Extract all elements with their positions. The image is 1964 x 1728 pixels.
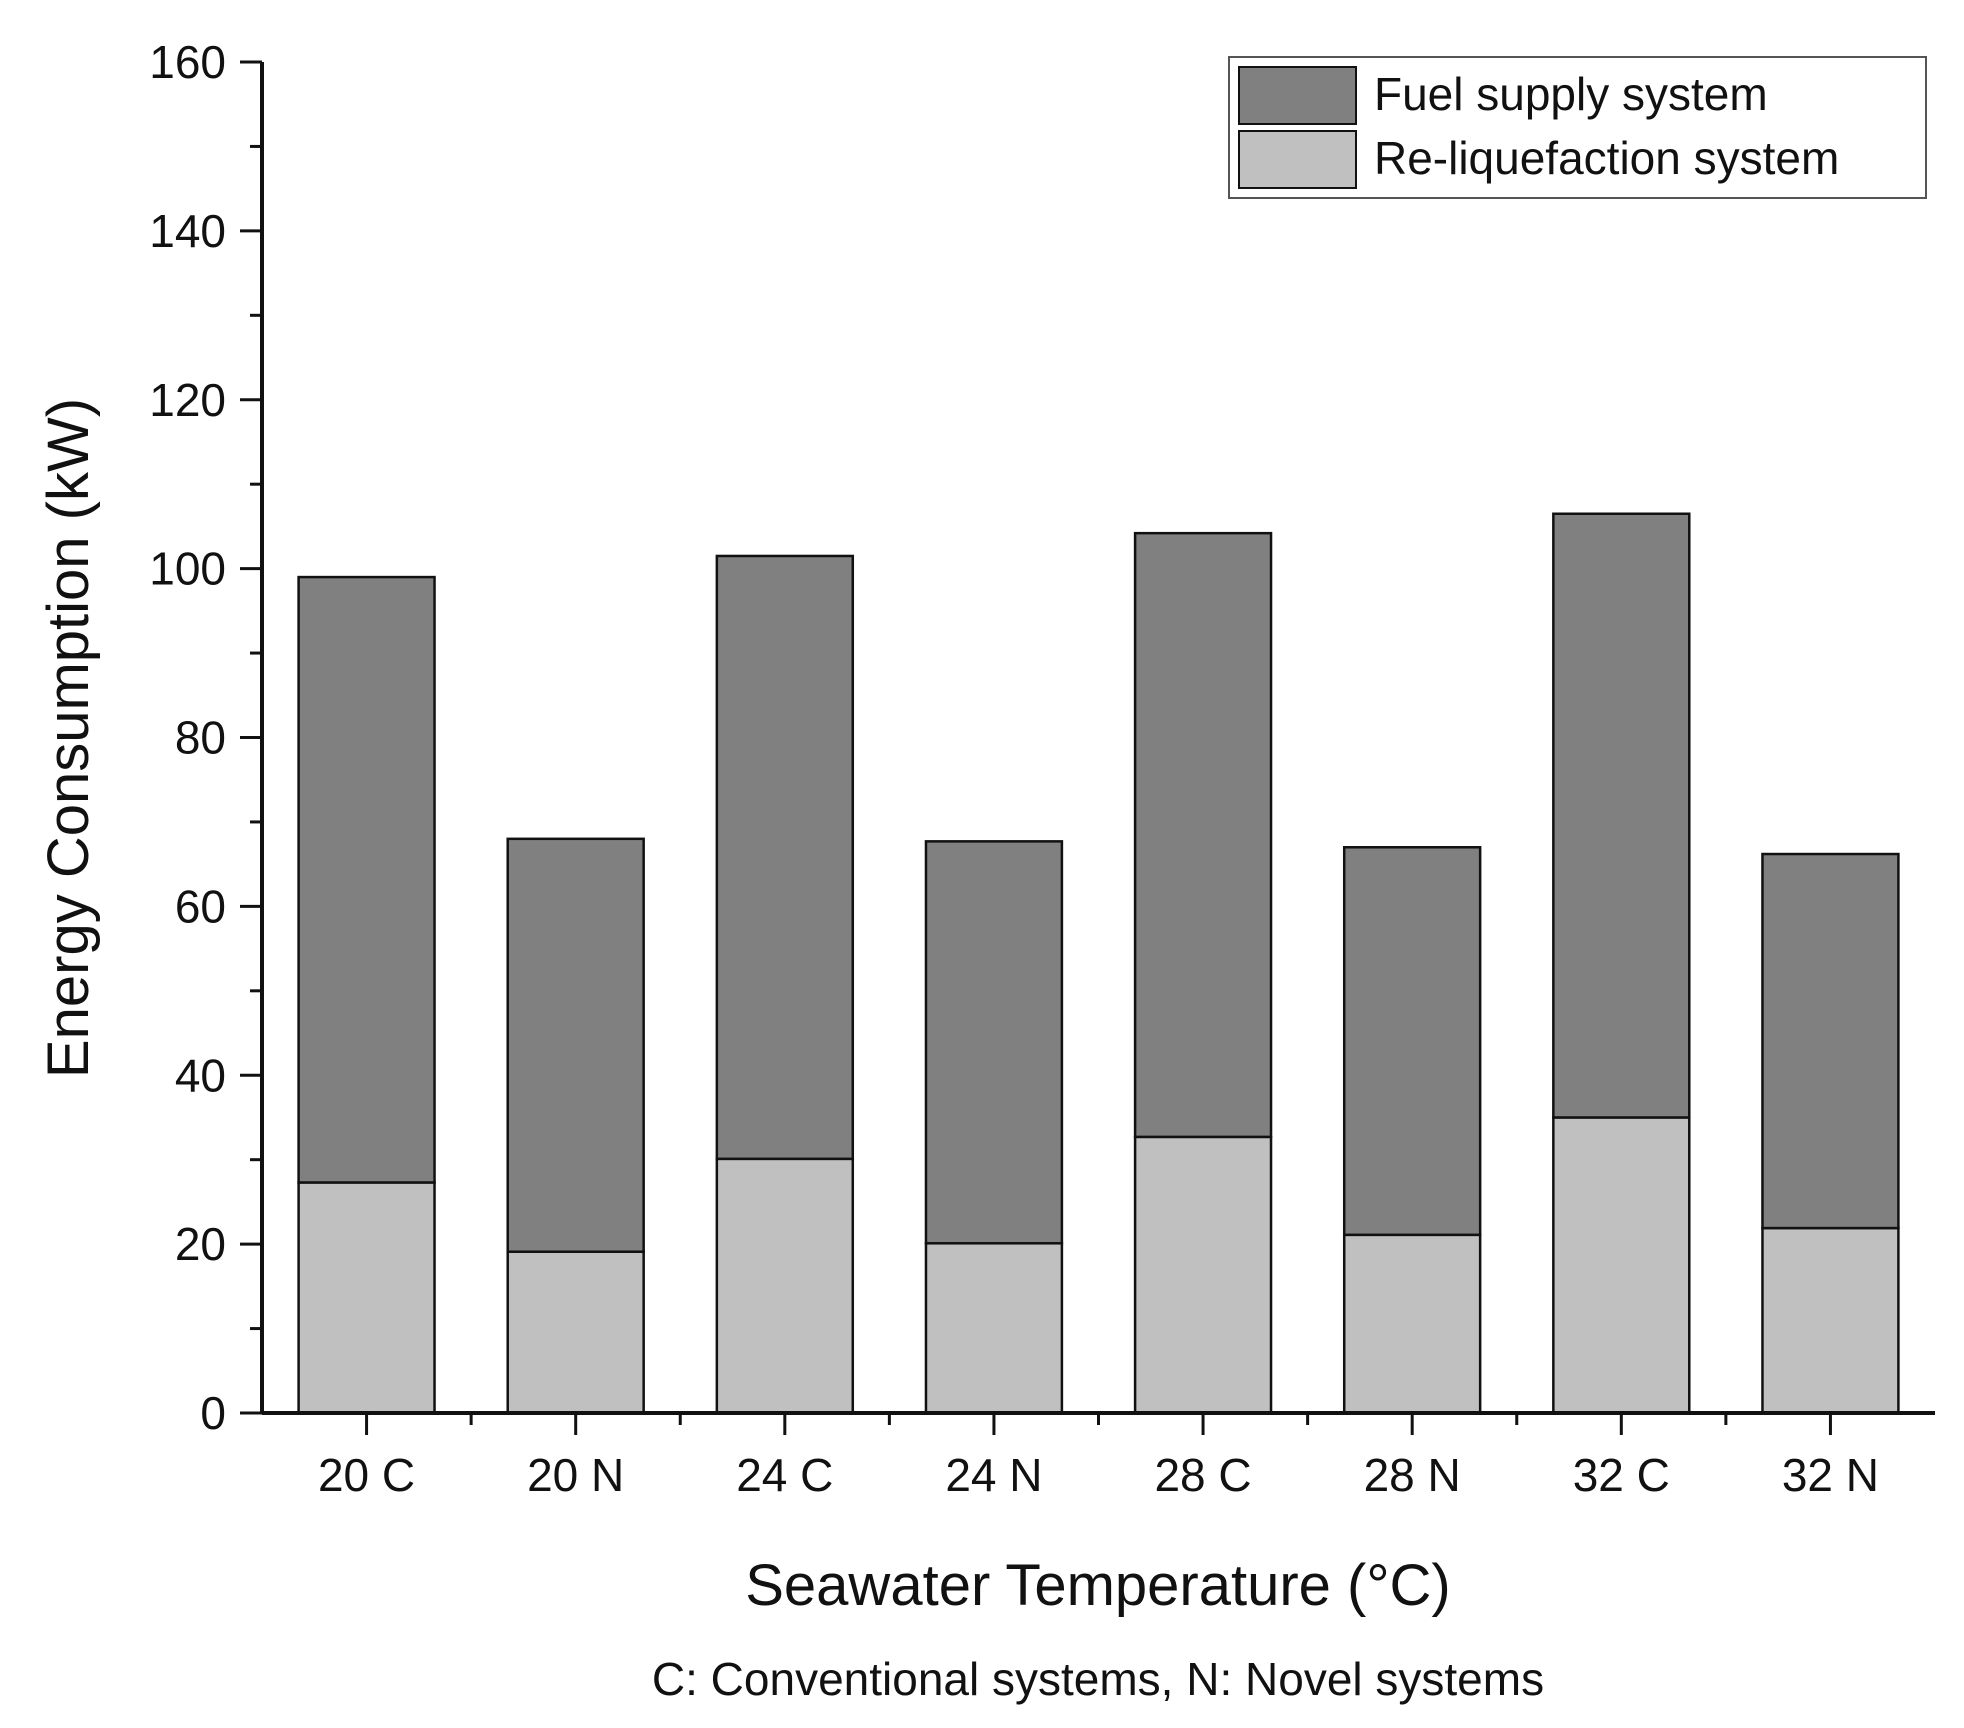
legend-swatch-fuel-supply bbox=[1238, 66, 1357, 125]
x-tick-label: 24 C bbox=[736, 1449, 833, 1501]
y-tick-label: 80 bbox=[175, 712, 226, 764]
legend-swatch-reliquefaction bbox=[1238, 130, 1357, 189]
x-tick-label: 28 N bbox=[1364, 1449, 1461, 1501]
bar-segment-reliquefaction bbox=[715, 1157, 855, 1415]
bar-segment-fuel-supply bbox=[924, 840, 1064, 1245]
y-tick-label: 60 bbox=[175, 880, 226, 932]
bar-segment-reliquefaction bbox=[1761, 1226, 1900, 1415]
x-tick-label: 24 N bbox=[945, 1449, 1042, 1501]
y-tick-label: 0 bbox=[200, 1387, 226, 1439]
y-tick-label: 140 bbox=[149, 205, 226, 257]
bar-segment-fuel-supply bbox=[297, 575, 436, 1184]
y-tick-label: 160 bbox=[149, 36, 226, 88]
bar-segment-fuel-supply bbox=[1342, 846, 1482, 1237]
x-tick-label: 32 C bbox=[1573, 1449, 1670, 1501]
x-tick-label: 28 C bbox=[1154, 1449, 1251, 1501]
x-tick-label: 20 N bbox=[527, 1449, 624, 1501]
bar-segment-reliquefaction bbox=[924, 1242, 1064, 1415]
bar-segment-fuel-supply bbox=[1761, 852, 1900, 1230]
bar-segment-fuel-supply bbox=[1133, 531, 1273, 1139]
legend-label-reliquefaction: Re-liquefaction system bbox=[1374, 132, 1839, 184]
y-tick-label: 100 bbox=[149, 543, 226, 595]
x-ticks-group: 20 C 20 N 24 C 24 N 28 C 28 N 32 C 32 N bbox=[318, 1413, 1879, 1501]
x-axis-title: Seawater Temperature (°C) bbox=[745, 1553, 1451, 1618]
x-tick-label: 20 C bbox=[318, 1449, 415, 1501]
bar-segment-reliquefaction bbox=[1552, 1116, 1691, 1415]
bars-group bbox=[297, 512, 1900, 1415]
y-ticks-group: 0 20 40 60 80 100 120 140 160 bbox=[149, 36, 262, 1439]
footnote: C: Conventional systems, N: Novel system… bbox=[652, 1653, 1544, 1705]
bar-segment-fuel-supply bbox=[506, 837, 645, 1253]
bar-segment-fuel-supply bbox=[715, 554, 855, 1161]
y-tick-label: 120 bbox=[149, 374, 226, 426]
y-tick-label: 20 bbox=[175, 1218, 226, 1270]
bar-segment-reliquefaction bbox=[1342, 1233, 1482, 1415]
bar-segment-reliquefaction bbox=[1133, 1135, 1273, 1415]
legend: Fuel supply system Re-liquefaction syste… bbox=[1228, 56, 1927, 199]
y-tick-label: 40 bbox=[175, 1049, 226, 1101]
legend-label-fuel-supply: Fuel supply system bbox=[1374, 68, 1768, 120]
bar-segment-fuel-supply bbox=[1552, 512, 1691, 1119]
y-axis-title: Energy Consumption (kW) bbox=[36, 398, 101, 1078]
x-tick-label: 32 N bbox=[1782, 1449, 1879, 1501]
bar-segment-reliquefaction bbox=[506, 1250, 645, 1415]
bar-segment-reliquefaction bbox=[297, 1181, 436, 1415]
